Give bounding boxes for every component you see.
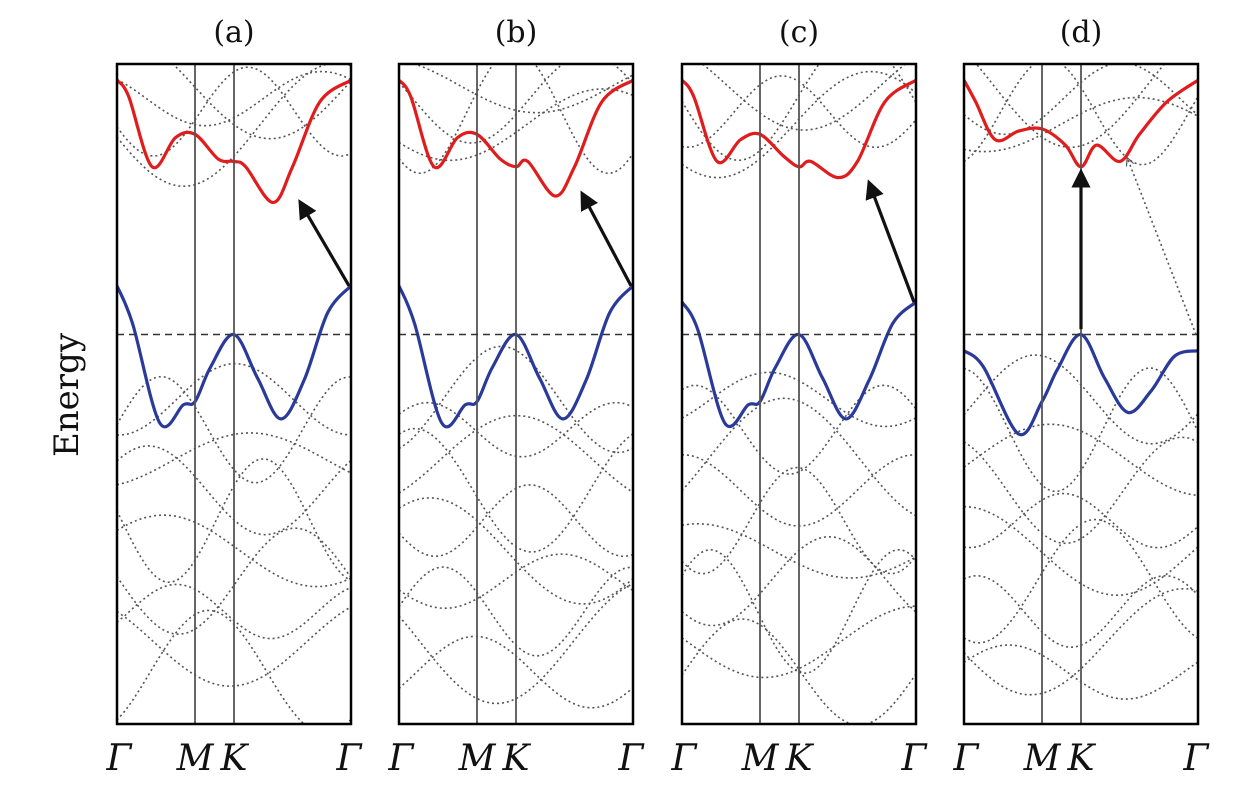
other-band-line [399,497,633,605]
other-band-line [682,618,916,724]
other-band-line [682,466,916,575]
panel-3: (c) Γ M K Γ [671,15,929,779]
k-tick-label: M [1023,738,1062,779]
other-band-line [117,375,351,484]
k-tick-label: Γ [618,738,646,779]
panel-2: (b) Γ M K Γ [388,15,646,779]
panel-label: (c) [779,15,819,50]
conduction-band-line [964,78,1198,169]
k-tick-label: Γ [953,738,981,779]
k-tick-label: M [458,738,497,779]
panel-label: (a) [213,15,254,50]
transition-arrow [580,190,633,287]
k-tick-label: M [741,738,780,779]
valence-band-line [399,284,633,429]
transition-arrow-dotted [1128,159,1197,335]
other-band-line [975,64,1166,149]
conduction-band-line [682,78,916,180]
other-band-line [399,582,633,705]
other-band-line [117,514,351,588]
transition-arrow [865,179,916,303]
conduction-band-line [117,78,351,205]
valence-band-line [682,300,916,428]
other-band-line [682,548,916,674]
k-tick-label: Γ [901,738,929,779]
k-tick-label: Γ [106,738,134,779]
k-tick-label: M [176,738,215,779]
k-tick-label: K [1067,738,1097,779]
other-band-line [117,66,351,157]
panel-frame [680,62,918,726]
panel-4: (d) Γ M K Γ [953,15,1211,779]
k-tick-label: K [502,738,532,779]
panel-frame [397,62,635,726]
valence-band-line [117,284,351,429]
other-band-line [399,414,633,494]
k-tick-label: K [785,738,815,779]
conduction-band-line [399,78,633,198]
panel-frame [962,62,1200,726]
y-axis-label: Energy [47,332,87,457]
transition-arrow [298,199,351,287]
other-band-line [964,587,1198,696]
k-tick-label: Γ [388,738,416,779]
k-tick-label: Γ [671,738,699,779]
panel-1: (a) Γ M K Γ [106,15,364,779]
k-tick-label: Γ [336,738,364,779]
other-band-line [412,64,633,114]
panel-label: (d) [1060,15,1103,50]
k-tick-label: K [220,738,250,779]
panel-frame [115,62,353,726]
panel-label: (b) [495,15,538,50]
other-band-line [964,505,1198,597]
k-tick-label: Γ [1183,738,1211,779]
other-band-line [964,367,1198,493]
other-band-line [399,64,633,175]
panels-group: (a)Γ M K Γ(b)Γ M K Γ(c)Γ M K Γ(d)Γ M K Γ [106,15,1211,779]
